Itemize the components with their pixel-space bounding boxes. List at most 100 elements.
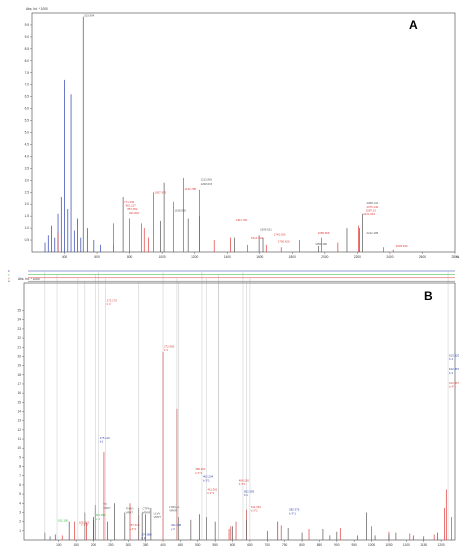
y-tick-label: 3.0 bbox=[25, 178, 30, 182]
x-tick-label: 350 bbox=[143, 543, 149, 547]
peak-label: b 3^1 bbox=[207, 491, 214, 495]
x-tick-label: 1200 bbox=[438, 543, 445, 547]
x-tick-label: 100 bbox=[56, 543, 62, 547]
peak-label: 402.204 bbox=[203, 475, 214, 479]
peak-label: 2087.13 bbox=[366, 208, 377, 212]
peak-label: VV bbox=[103, 502, 107, 506]
peak-label: 1742.050 bbox=[274, 232, 286, 236]
x-tick-label: 250 bbox=[108, 543, 114, 547]
peak-label: VRKR bbox=[169, 509, 177, 513]
x-tick-label: 500 bbox=[195, 543, 201, 547]
peak-label: b 3^1 bbox=[195, 471, 202, 475]
peak-label: 1401.760 bbox=[236, 218, 248, 222]
x-tick-label: 1600 bbox=[256, 255, 263, 259]
peak-label: 175.119 bbox=[100, 436, 110, 440]
peak-label: c 1 bbox=[96, 517, 100, 521]
x-tick-label: 1000 bbox=[159, 255, 166, 259]
peak-label: 1514.719 bbox=[251, 236, 263, 240]
x-tick-label: 750 bbox=[282, 543, 288, 547]
y-tick-label: 6 bbox=[19, 483, 21, 487]
x-tick-label: 150 bbox=[73, 543, 79, 547]
y-tick-label: 20 bbox=[17, 354, 21, 358]
y-tick-label: 14 bbox=[17, 410, 21, 414]
y-tick-label: 7.5 bbox=[25, 71, 30, 75]
y-tick-label: 22 bbox=[17, 336, 21, 340]
x-tick-label: 400 bbox=[160, 543, 166, 547]
peak-label: b 4 bbox=[449, 371, 453, 375]
y-tick-label: 7 bbox=[19, 474, 21, 478]
y-tick-label: 4.5 bbox=[25, 142, 30, 146]
x-tick-label: 1150 bbox=[420, 543, 427, 547]
peak-label: 385.261 bbox=[195, 467, 206, 471]
x-tick-label: 700 bbox=[265, 543, 271, 547]
peak-label: b 3 bbox=[141, 536, 145, 540]
peak-label: CTFA bbox=[142, 507, 149, 511]
y-tick-label: 5.0 bbox=[25, 131, 30, 135]
peak-label: 941.822 bbox=[129, 211, 140, 215]
x-tick-label: 950 bbox=[352, 543, 358, 547]
y-tick-label: 1 bbox=[19, 529, 21, 533]
peak-label: 486.250 bbox=[239, 478, 250, 482]
y-tick-label: 3.5 bbox=[25, 166, 30, 170]
x-tick-label: 1000 bbox=[368, 543, 375, 547]
peak-label: 1700.626 bbox=[278, 239, 290, 243]
x-tick-label: 2400 bbox=[386, 255, 393, 259]
peak-label: 272.699 bbox=[164, 344, 175, 348]
x-unit-label: m/z bbox=[456, 255, 459, 259]
x-tick-label: 1050 bbox=[385, 543, 392, 547]
peak-label: a 3^3 bbox=[129, 527, 136, 531]
y-tick-label: 11 bbox=[18, 437, 22, 441]
peak-label: 1198.850 bbox=[175, 208, 187, 212]
panel-letter: B bbox=[424, 289, 433, 303]
peak-label: 857.052 bbox=[127, 207, 138, 211]
y-tick-label: 19 bbox=[17, 364, 21, 368]
x-tick-label: 900 bbox=[334, 543, 340, 547]
ion-series-letter: a bbox=[8, 279, 10, 283]
peak-label: y 3 bbox=[171, 527, 175, 531]
y-tick-label: 3 bbox=[19, 510, 21, 514]
y-tick-label: 7.0 bbox=[25, 83, 30, 87]
y-tick-label: 2 bbox=[19, 520, 21, 524]
y-tick-label: 4 bbox=[19, 501, 21, 505]
x-tick-label: 2600 bbox=[419, 255, 426, 259]
y-tick-label: 6.0 bbox=[25, 107, 30, 111]
x-tick-label: 1400 bbox=[224, 255, 231, 259]
y-tick-label: 9.0 bbox=[25, 35, 30, 39]
x-tick-label: 650 bbox=[247, 543, 253, 547]
peak-label: 2058.131 bbox=[367, 201, 379, 205]
x-tick-label: 600 bbox=[230, 543, 236, 547]
y-tick-label: 12 bbox=[17, 428, 21, 432]
y-tick-label: 6.5 bbox=[25, 95, 30, 99]
y-tick-label: 5.5 bbox=[25, 119, 30, 123]
y-tick-label: 15 bbox=[17, 400, 21, 404]
plot-frame bbox=[31, 12, 456, 253]
panel-letter: A bbox=[409, 18, 418, 32]
y-tick-label: 16 bbox=[17, 391, 21, 395]
peak-label: LLVV bbox=[154, 511, 161, 515]
y-tick-label: 4.0 bbox=[25, 154, 30, 158]
peak-label: VRKR bbox=[142, 510, 150, 514]
y-tick-label: 5 bbox=[19, 492, 21, 496]
x-tick-label: 850 bbox=[317, 543, 323, 547]
x-tick-label: 300 bbox=[126, 543, 132, 547]
y-tick-label: 24 bbox=[17, 318, 21, 322]
peak-label: 2212.185 bbox=[367, 231, 379, 235]
x-tick-label: 1100 bbox=[403, 543, 410, 547]
peak-label: R5.152 bbox=[96, 513, 105, 517]
peak-label: 257.910 bbox=[129, 523, 140, 527]
x-tick-label: 2200 bbox=[354, 255, 361, 259]
x-tick-label: 1200 bbox=[191, 255, 198, 259]
peak-label: LTRGLL bbox=[169, 505, 180, 509]
peak-label: b 1 bbox=[100, 440, 104, 444]
x-tick-label: 800 bbox=[299, 543, 305, 547]
peak-label: 411.361 bbox=[207, 487, 217, 491]
peak-label: 1985.968 bbox=[318, 231, 330, 235]
peak-label: TNAG bbox=[126, 507, 134, 511]
peak-label: b 4^1 bbox=[449, 385, 456, 389]
peak-label: 321.098 bbox=[171, 523, 182, 527]
y-axis-title: Abs. Int. * 1000 bbox=[18, 277, 40, 281]
x-tick-label: 200 bbox=[91, 543, 97, 547]
peak-label: 1298.615 bbox=[201, 182, 213, 186]
x-tick-label: 550 bbox=[213, 543, 219, 547]
